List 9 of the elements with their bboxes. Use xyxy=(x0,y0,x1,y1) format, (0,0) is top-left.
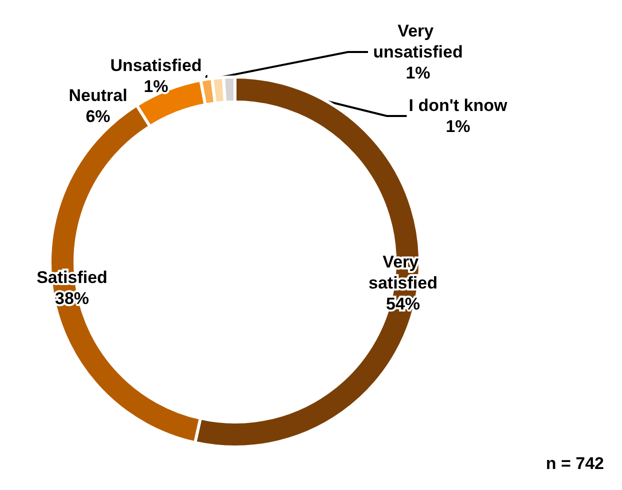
slice-label: Very unsatisfied xyxy=(373,22,463,62)
slice-label: I don't know xyxy=(408,96,508,115)
slice-label: Unsatisfied xyxy=(110,56,202,75)
slice-label: Neutral xyxy=(68,86,128,105)
data-label: 6% xyxy=(86,107,110,126)
data-label: 1% xyxy=(446,117,470,136)
data-label: 1% xyxy=(406,64,430,82)
data-label: 1% xyxy=(144,77,168,96)
text: n = 742 xyxy=(546,454,604,473)
